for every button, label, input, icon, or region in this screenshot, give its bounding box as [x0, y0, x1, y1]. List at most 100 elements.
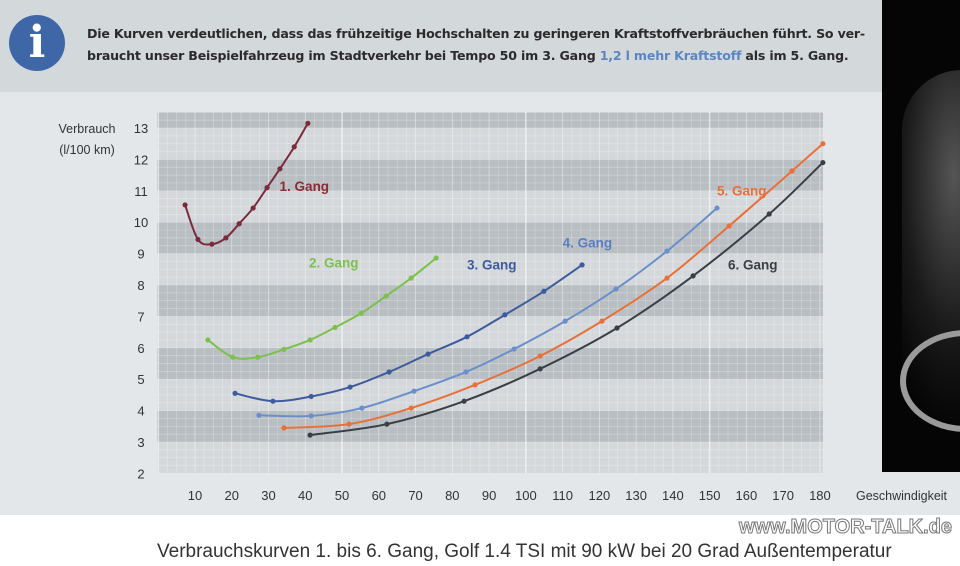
series-line	[309, 161, 824, 437]
data-point	[264, 185, 270, 191]
data-point	[464, 334, 470, 340]
series-line	[207, 257, 437, 360]
data-point	[541, 288, 547, 294]
data-point	[386, 369, 392, 375]
data-point	[537, 366, 543, 372]
y-axis-label: Verbrauch	[59, 122, 116, 136]
chart-background-right	[882, 472, 960, 515]
grid-band	[157, 112, 823, 128]
series-label: 4. Gang	[563, 235, 613, 250]
data-point	[472, 382, 478, 388]
x-tick-label: 70	[408, 488, 422, 503]
gear-knob-photo	[882, 0, 960, 472]
data-point	[346, 421, 352, 427]
x-tick-label: 40	[298, 488, 312, 503]
x-tick-label: 100	[515, 488, 537, 503]
figure-caption: Verbrauchskurven 1. bis 6. Gang, Golf 1.…	[157, 541, 892, 562]
data-point	[664, 275, 670, 281]
data-point	[614, 325, 620, 331]
data-point	[599, 318, 605, 324]
y-tick-label: 13	[134, 121, 148, 136]
banner-line-1: Die Kurven verdeutlichen, dass das frühz…	[87, 26, 865, 41]
data-point	[308, 393, 314, 400]
x-tick-label: 120	[589, 488, 611, 503]
banner-highlight: 1,2 l mehr Kraftstoff	[599, 48, 742, 63]
series-2-gang: 2. Gang	[205, 255, 439, 360]
x-tick-label: 150	[699, 488, 721, 503]
y-tick-label: 4	[137, 404, 144, 419]
x-tick-label: 60	[372, 488, 386, 503]
data-point	[408, 275, 414, 281]
data-point	[425, 351, 431, 357]
data-point	[182, 202, 188, 208]
data-point	[463, 369, 469, 375]
y-tick-label: 10	[134, 215, 148, 230]
banner-line-2: braucht unser Beispielfahrzeug im Stadtv…	[87, 48, 600, 63]
data-point	[690, 273, 696, 279]
data-point	[236, 221, 242, 227]
data-point	[347, 384, 353, 390]
x-tick-label: 130	[625, 488, 647, 503]
data-point	[562, 318, 568, 324]
data-point	[308, 413, 314, 419]
data-point	[511, 346, 517, 352]
grid-band	[157, 347, 823, 380]
data-point	[256, 412, 262, 418]
data-point	[766, 211, 772, 217]
data-point	[270, 398, 276, 404]
x-tick-label: 10	[188, 488, 202, 503]
series-4-gang: 4. Gang	[256, 205, 720, 419]
series-3-gang: 3. Gang	[232, 257, 585, 404]
data-point	[502, 312, 508, 318]
series-label: 6. Gang	[728, 257, 778, 272]
x-tick-label: 160	[736, 488, 758, 503]
data-point	[358, 310, 364, 316]
data-point	[714, 205, 720, 211]
data-point	[408, 405, 414, 411]
x-tick-label: 30	[261, 488, 275, 503]
y-tick-label: 6	[137, 341, 144, 356]
data-point	[281, 425, 287, 431]
data-point	[537, 353, 543, 359]
data-point	[250, 205, 256, 211]
data-point	[291, 144, 297, 150]
data-point	[579, 262, 585, 268]
data-point	[383, 293, 389, 299]
y-tick-label: 2	[137, 466, 144, 481]
data-point	[664, 248, 670, 254]
series-line	[234, 264, 583, 403]
data-point	[384, 421, 390, 427]
y-tick-label: 7	[137, 309, 144, 324]
data-point	[307, 432, 313, 438]
data-point	[359, 405, 365, 411]
grid-band	[157, 190, 823, 223]
x-tick-label: 140	[662, 488, 684, 503]
info-icon: i	[9, 15, 65, 71]
series-label: 1. Gang	[280, 179, 330, 194]
data-point	[281, 346, 287, 352]
data-point	[223, 235, 229, 241]
series-label: 5. Gang	[717, 184, 767, 199]
data-point	[820, 141, 826, 147]
data-point	[332, 324, 338, 330]
data-point	[726, 223, 732, 229]
x-tick-label: 50	[335, 488, 349, 503]
data-point	[277, 166, 283, 172]
data-point	[411, 388, 417, 394]
y-axis-unit: (l/100 km)	[59, 143, 115, 157]
series-line	[184, 122, 309, 246]
x-tick-label: 110	[552, 488, 573, 503]
series-6-gang: 6. Gang	[307, 159, 826, 438]
series-5-gang: 5. Gang	[281, 141, 826, 431]
y-tick-label: 5	[137, 372, 144, 387]
series-1-gang: 1. Gang	[182, 120, 330, 247]
data-point	[305, 120, 311, 126]
y-tick-label: 11	[134, 184, 148, 199]
banner-text: Die Kurven verdeutlichen, dass das frühz…	[87, 23, 867, 67]
series-label: 2. Gang	[309, 256, 359, 271]
data-point	[307, 337, 313, 343]
x-axis-label: Geschwindigkeit	[856, 489, 948, 503]
x-tick-label: 80	[445, 488, 459, 503]
series-line	[258, 207, 718, 418]
